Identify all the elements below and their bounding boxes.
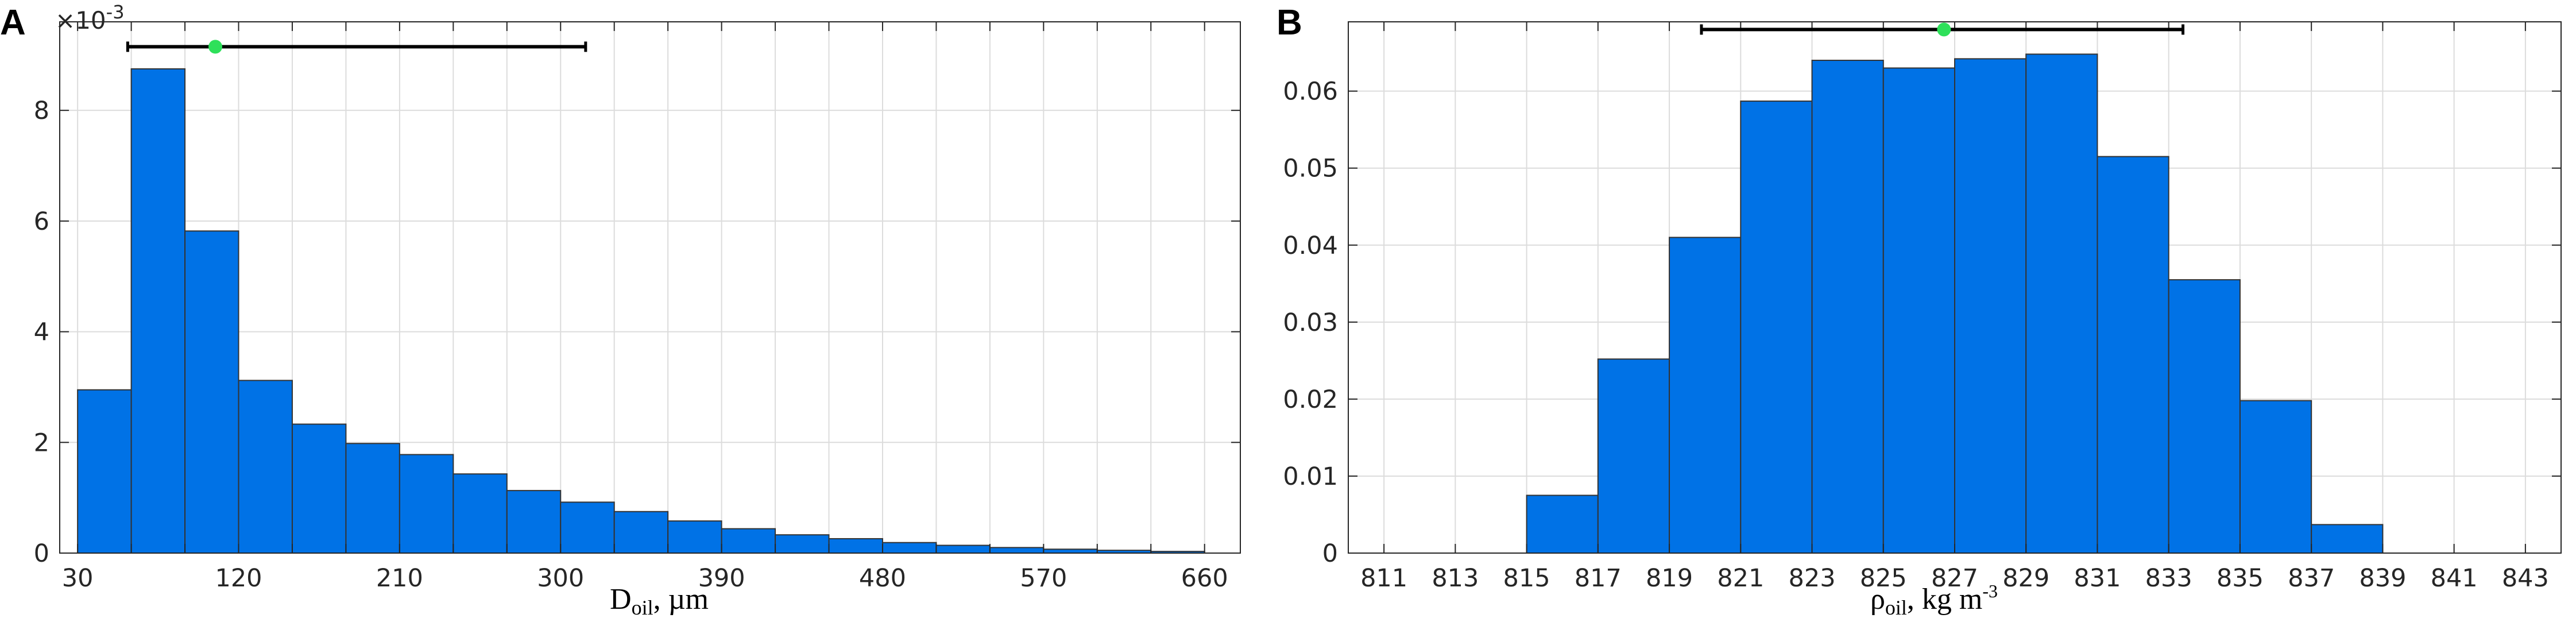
- panel-a-x-axis-title: Doil, µm: [610, 583, 709, 619]
- panel-a-letter: A: [0, 3, 26, 43]
- panel-b-xlabel-unit: , kg m: [1907, 583, 1982, 616]
- histogram-bar: [667, 520, 722, 554]
- histogram-bar: [2025, 53, 2098, 554]
- panel-a-xlabel-unit: , µm: [653, 583, 709, 616]
- x-tick-label: 821: [1717, 564, 1764, 593]
- x-tick-label: 829: [2002, 564, 2049, 593]
- x-tick-label: 839: [2359, 564, 2406, 593]
- histogram-bar: [506, 490, 562, 554]
- histogram-bar: [399, 454, 454, 554]
- histogram-bar: [613, 511, 669, 554]
- histogram-bar: [238, 380, 293, 554]
- histogram-bar: [130, 68, 186, 554]
- histogram-bar: [291, 423, 347, 554]
- panel-a-interval: [126, 40, 587, 54]
- x-tick-label: 390: [698, 564, 745, 593]
- panel-b: B 811 813 815 817 819 821 823 825 827 829 831 833 83…: [1277, 3, 2562, 619]
- histogram-bar: [2097, 156, 2169, 554]
- panel-a-bars: [77, 68, 1205, 554]
- x-tick-label: 570: [1020, 564, 1067, 593]
- x-tick-label: 843: [2502, 564, 2549, 593]
- panel-b-x-axis-title: ρoil, kg m-3: [1870, 581, 1998, 619]
- x-tick-label: 827: [1931, 564, 1978, 593]
- histogram-bar: [1811, 60, 1884, 554]
- histogram-bar: [775, 534, 830, 554]
- histogram-bar: [1043, 548, 1098, 554]
- y-tick-label: 0.04: [1283, 231, 1338, 260]
- y-tick-label: 2: [34, 428, 49, 457]
- panel-b-y-tick-labels: 0 0.01 0.02 0.03 0.04 0.05 0.06: [1283, 78, 1338, 568]
- histogram-bar: [1526, 494, 1599, 554]
- x-tick-label: 819: [1646, 564, 1693, 593]
- histogram-bar: [345, 443, 400, 554]
- histogram-bar: [2239, 400, 2312, 554]
- histogram-bar: [2168, 279, 2241, 554]
- y-tick-label: 6: [34, 207, 49, 236]
- x-tick-label: 825: [1860, 564, 1907, 593]
- histogram-bar: [1954, 58, 2027, 554]
- x-tick-label: 833: [2145, 564, 2192, 593]
- panel-b-xlabel-sub: oil: [1885, 596, 1907, 619]
- histogram-bar: [184, 230, 239, 554]
- panel-a-axes-frame: [59, 21, 1241, 554]
- x-tick-label: 30: [62, 564, 94, 593]
- panel-a: A 30 120 210 300 390 480 570 660 0 2 4 6 8 ×10-3 Do…: [0, 1, 1241, 619]
- y-tick-label: 8: [34, 96, 49, 125]
- y-tick-label: 0.02: [1283, 385, 1338, 414]
- histogram-bar: [881, 542, 937, 554]
- x-tick-label: 837: [2288, 564, 2335, 593]
- histogram-bar: [1882, 67, 1955, 554]
- x-tick-label: 660: [1181, 564, 1228, 593]
- y-tick-label: 0.06: [1283, 78, 1338, 106]
- x-tick-label: 835: [2217, 564, 2264, 593]
- x-tick-label: 120: [215, 564, 262, 593]
- x-tick-label: 210: [376, 564, 423, 593]
- y-tick-label: 0.03: [1283, 308, 1338, 337]
- histogram-bar: [1740, 101, 1813, 554]
- x-tick-label: 300: [537, 564, 584, 593]
- histogram-bar: [721, 528, 776, 554]
- histogram-bar: [935, 544, 991, 554]
- panel-b-interval: [1700, 22, 2185, 37]
- x-tick-label: 823: [1788, 564, 1835, 593]
- y-tick-label: 4: [34, 318, 49, 347]
- histogram-bar: [1597, 358, 1670, 554]
- mean-marker: [1937, 22, 1951, 37]
- panel-a-xlabel-sub: oil: [632, 596, 653, 619]
- panel-b-bars: [1526, 53, 2384, 554]
- x-tick-label: 813: [1432, 564, 1479, 593]
- y-tick-label: 0: [1322, 539, 1338, 568]
- x-tick-label: 811: [1360, 564, 1407, 593]
- panel-b-xlabel-main: ρ: [1870, 583, 1885, 616]
- histogram-bar: [560, 501, 615, 554]
- x-tick-label: 831: [2074, 564, 2121, 593]
- panel-a-y-exponent: ×10-3: [55, 1, 125, 34]
- histogram-bar: [77, 389, 132, 554]
- panel-a-x-tick-labels: 30 120 210 300 390 480 570 660: [62, 564, 1228, 593]
- x-tick-label: 817: [1575, 564, 1622, 593]
- histogram-bar: [2311, 524, 2384, 554]
- mean-marker: [208, 40, 223, 54]
- panel-a-y-exponent-power: -3: [106, 1, 125, 23]
- panel-a-ticks: [60, 22, 1240, 554]
- y-tick-label: 0: [34, 539, 49, 568]
- histogram-bar: [1669, 237, 1742, 554]
- panel-b-xlabel-sup: -3: [1982, 581, 1998, 601]
- y-tick-label: 0.01: [1283, 462, 1338, 491]
- panel-a-xlabel-main: D: [610, 583, 632, 616]
- histogram-bar: [828, 538, 883, 554]
- panel-b-letter: B: [1277, 3, 1302, 43]
- panel-b-x-tick-labels: 811 813 815 817 819 821 823 825 827 829 831 833 835 8…: [1360, 564, 2549, 593]
- x-tick-label: 480: [859, 564, 906, 593]
- histogram-bar: [452, 473, 508, 554]
- y-tick-label: 0.05: [1283, 154, 1338, 183]
- panel-a-y-tick-labels: 0 2 4 6 8: [34, 96, 49, 568]
- x-tick-label: 841: [2431, 564, 2478, 593]
- x-tick-label: 815: [1503, 564, 1550, 593]
- panel-a-y-exponent-base: ×10: [55, 6, 106, 34]
- histogram-bar: [989, 547, 1045, 554]
